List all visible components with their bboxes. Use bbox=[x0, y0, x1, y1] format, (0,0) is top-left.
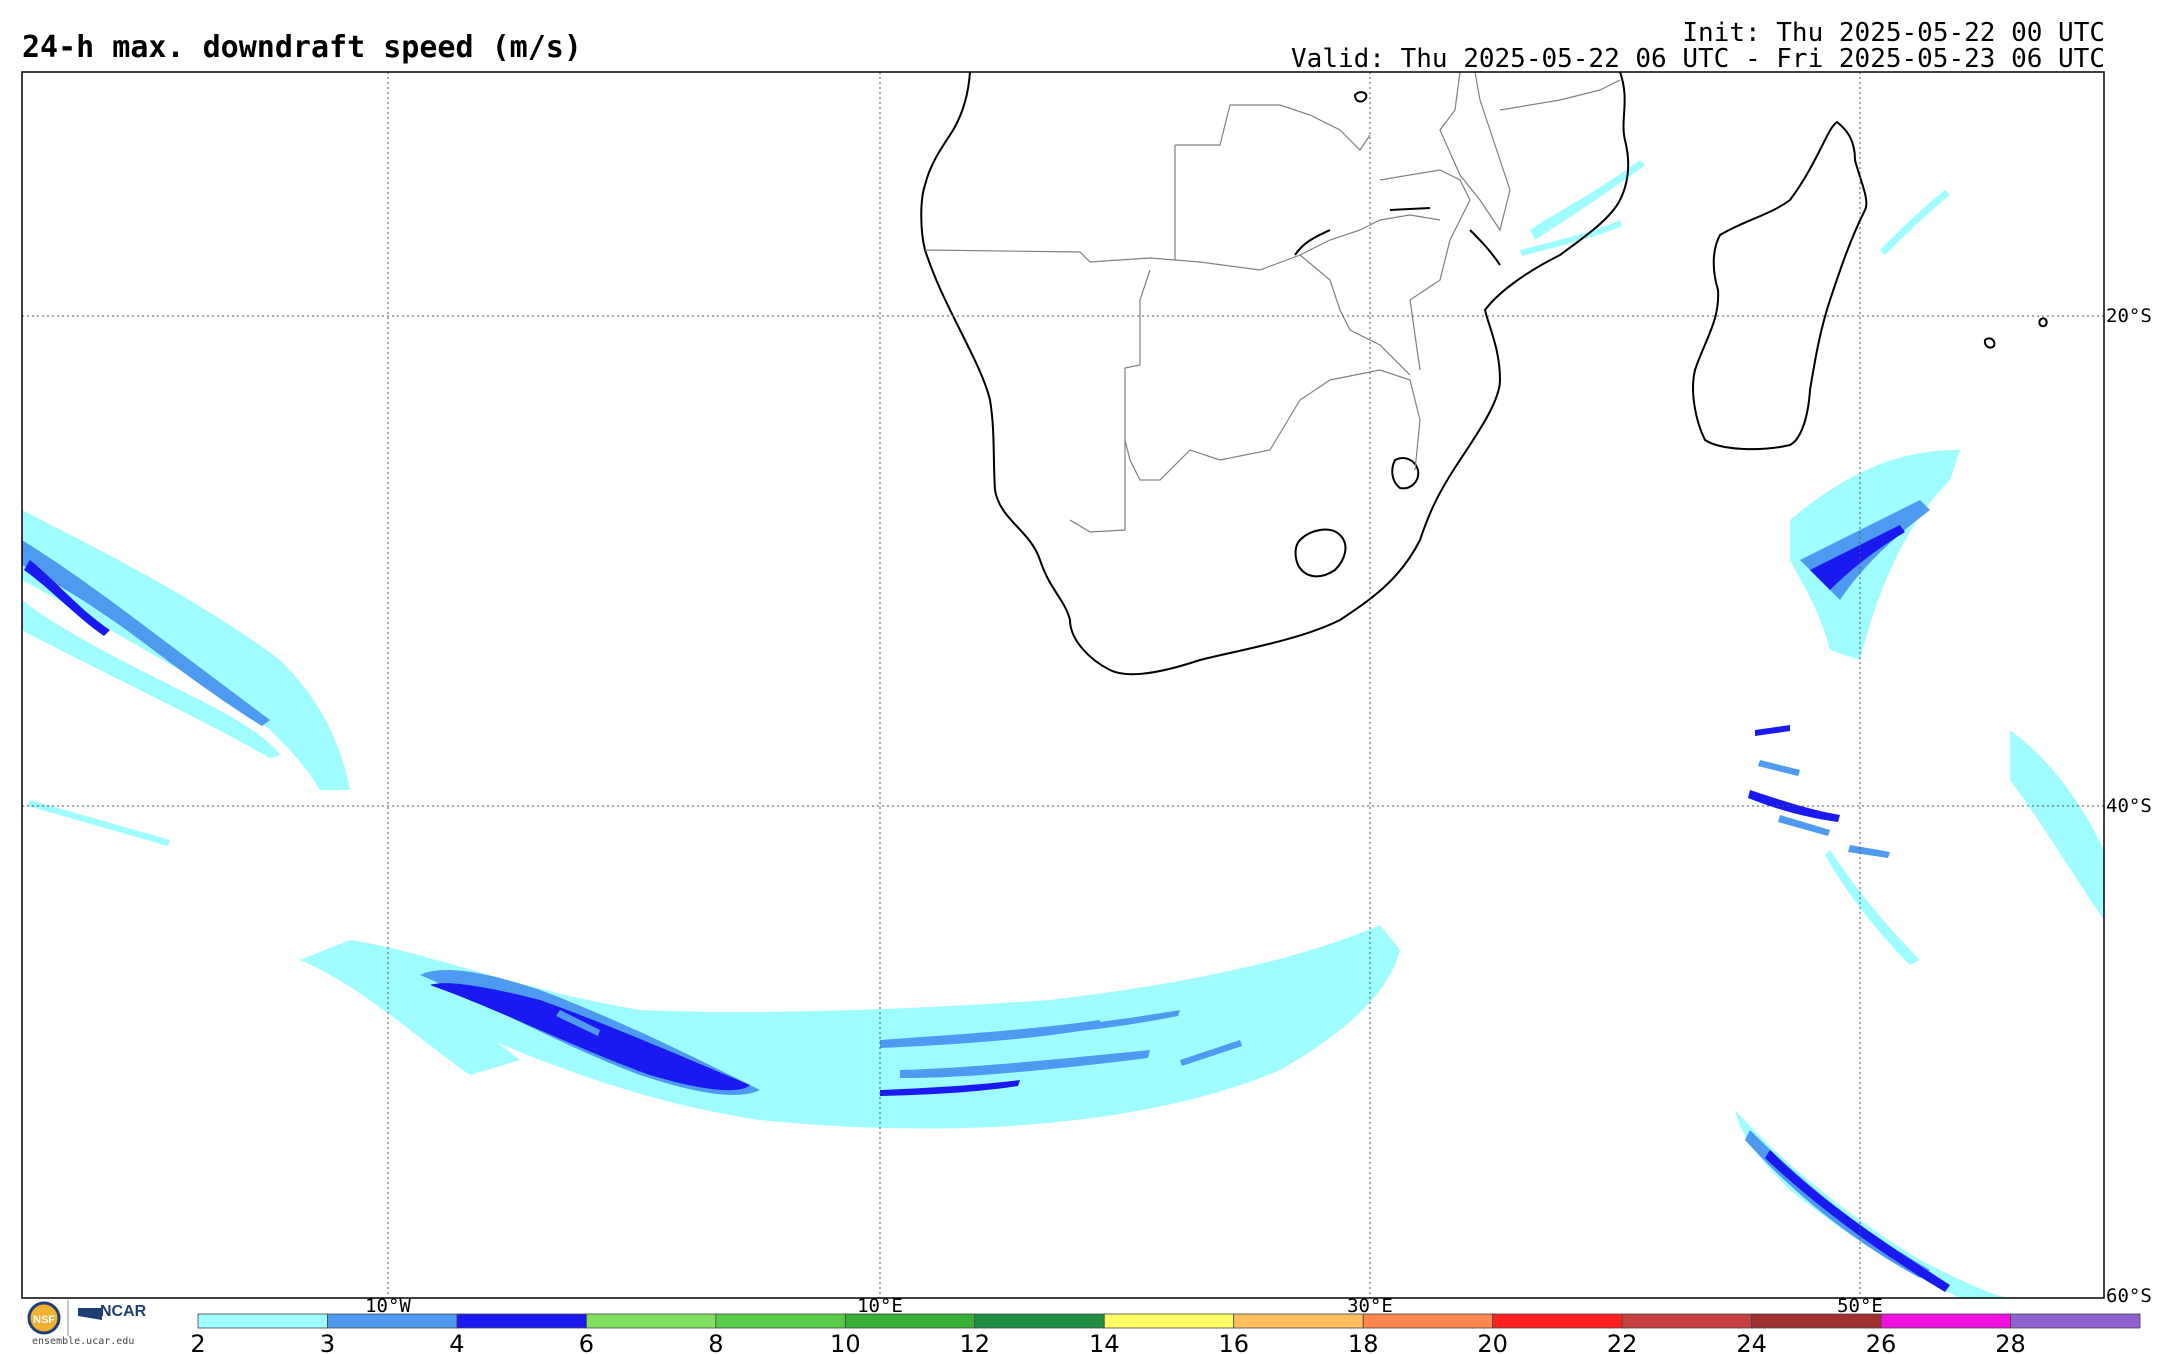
lon-label-10w: 10°W bbox=[365, 1295, 411, 1317]
mauritius bbox=[1983, 337, 1996, 349]
colorbar-swatch bbox=[327, 1313, 458, 1329]
colorbar-swatch bbox=[456, 1313, 587, 1329]
colorbar-tick-label: 6 bbox=[579, 1330, 594, 1354]
nsf-logo: NSF bbox=[27, 1301, 61, 1335]
southern-band bbox=[300, 925, 1400, 1129]
ncar-logo-text: NCAR bbox=[100, 1303, 147, 1320]
lat-label-60s: 60°S bbox=[2106, 1285, 2152, 1307]
lesotho bbox=[1294, 528, 1347, 578]
colorbar-swatch bbox=[1751, 1313, 1882, 1329]
eastern-streaks bbox=[1520, 160, 2104, 1298]
colorbar-tick-label: 4 bbox=[449, 1330, 464, 1354]
western-streaks bbox=[22, 510, 350, 846]
grid bbox=[22, 72, 2104, 1298]
colorbar-swatch bbox=[974, 1313, 1105, 1329]
colorbar-tick-label: 22 bbox=[1607, 1330, 1638, 1354]
colorbar-tick-label: 26 bbox=[1866, 1330, 1897, 1354]
colorbar-swatch bbox=[2010, 1313, 2141, 1329]
colorbar-swatch bbox=[1621, 1313, 1752, 1329]
colorbar-tick-label: 16 bbox=[1218, 1330, 1249, 1354]
nsf-text: NSF bbox=[33, 1314, 55, 1326]
map-frame bbox=[21, 71, 2105, 1299]
colorbar-tick-label: 14 bbox=[1089, 1330, 1120, 1354]
lake-victoria bbox=[1353, 91, 1368, 103]
downdraft-field bbox=[22, 160, 2104, 1298]
site-url: ensemble.ucar.edu bbox=[32, 1336, 135, 1347]
colorbar-tick-label: 3 bbox=[320, 1330, 335, 1354]
map-title: 24-h max. downdraft speed (m/s) bbox=[22, 30, 582, 65]
colorbar-swatch bbox=[1103, 1313, 1235, 1329]
coastlines bbox=[920, 71, 2048, 676]
africa-coast bbox=[920, 71, 1630, 676]
colorbar-tick-label: 2 bbox=[190, 1330, 205, 1354]
lon-label-30e: 30°E bbox=[1347, 1295, 1393, 1317]
time-info: Init: Thu 2025-05-22 00 UTC Valid: Thu 2… bbox=[1291, 20, 2105, 72]
colorbar-tick-label: 10 bbox=[830, 1330, 861, 1354]
madagascar bbox=[1692, 120, 1868, 451]
init-time: Init: Thu 2025-05-22 00 UTC bbox=[1682, 18, 2105, 48]
lakes bbox=[1294, 207, 1501, 266]
valid-time: Valid: Thu 2025-05-22 06 UTC - Fri 2025-… bbox=[1291, 44, 2105, 74]
colorbar-swatch bbox=[1880, 1313, 2011, 1329]
colorbar: 2 3 4 6 8 10 12 14 16 18 20 22 24 26 28 bbox=[190, 1313, 2141, 1354]
colorbar-tick-label: 18 bbox=[1348, 1330, 1379, 1354]
colorbar-tick-label: 28 bbox=[1995, 1330, 2026, 1354]
colorbar-swatch bbox=[1492, 1313, 1623, 1329]
colorbar-swatch bbox=[715, 1313, 846, 1329]
colorbar-swatch bbox=[586, 1313, 717, 1329]
colorbar-swatch bbox=[1362, 1313, 1494, 1329]
colorbar-tick-label: 8 bbox=[708, 1330, 723, 1354]
lon-label-50e: 50°E bbox=[1837, 1295, 1883, 1317]
colorbar-tick-label: 20 bbox=[1477, 1330, 1508, 1354]
lat-label-40s: 40°S bbox=[2106, 795, 2152, 817]
colorbar-tick-label: 12 bbox=[960, 1330, 991, 1354]
lon-label-10e: 10°E bbox=[857, 1295, 903, 1317]
lat-label-20s: 20°S bbox=[2106, 305, 2152, 327]
eswatini bbox=[1391, 457, 1420, 490]
borders bbox=[924, 71, 1621, 533]
colorbar-swatch bbox=[1233, 1313, 1364, 1329]
reunion bbox=[2038, 317, 2048, 328]
colorbar-swatch bbox=[197, 1313, 328, 1329]
colorbar-swatch bbox=[844, 1313, 976, 1329]
ncar-mark-icon bbox=[78, 1308, 102, 1320]
colorbar-tick-label: 24 bbox=[1736, 1330, 1767, 1354]
